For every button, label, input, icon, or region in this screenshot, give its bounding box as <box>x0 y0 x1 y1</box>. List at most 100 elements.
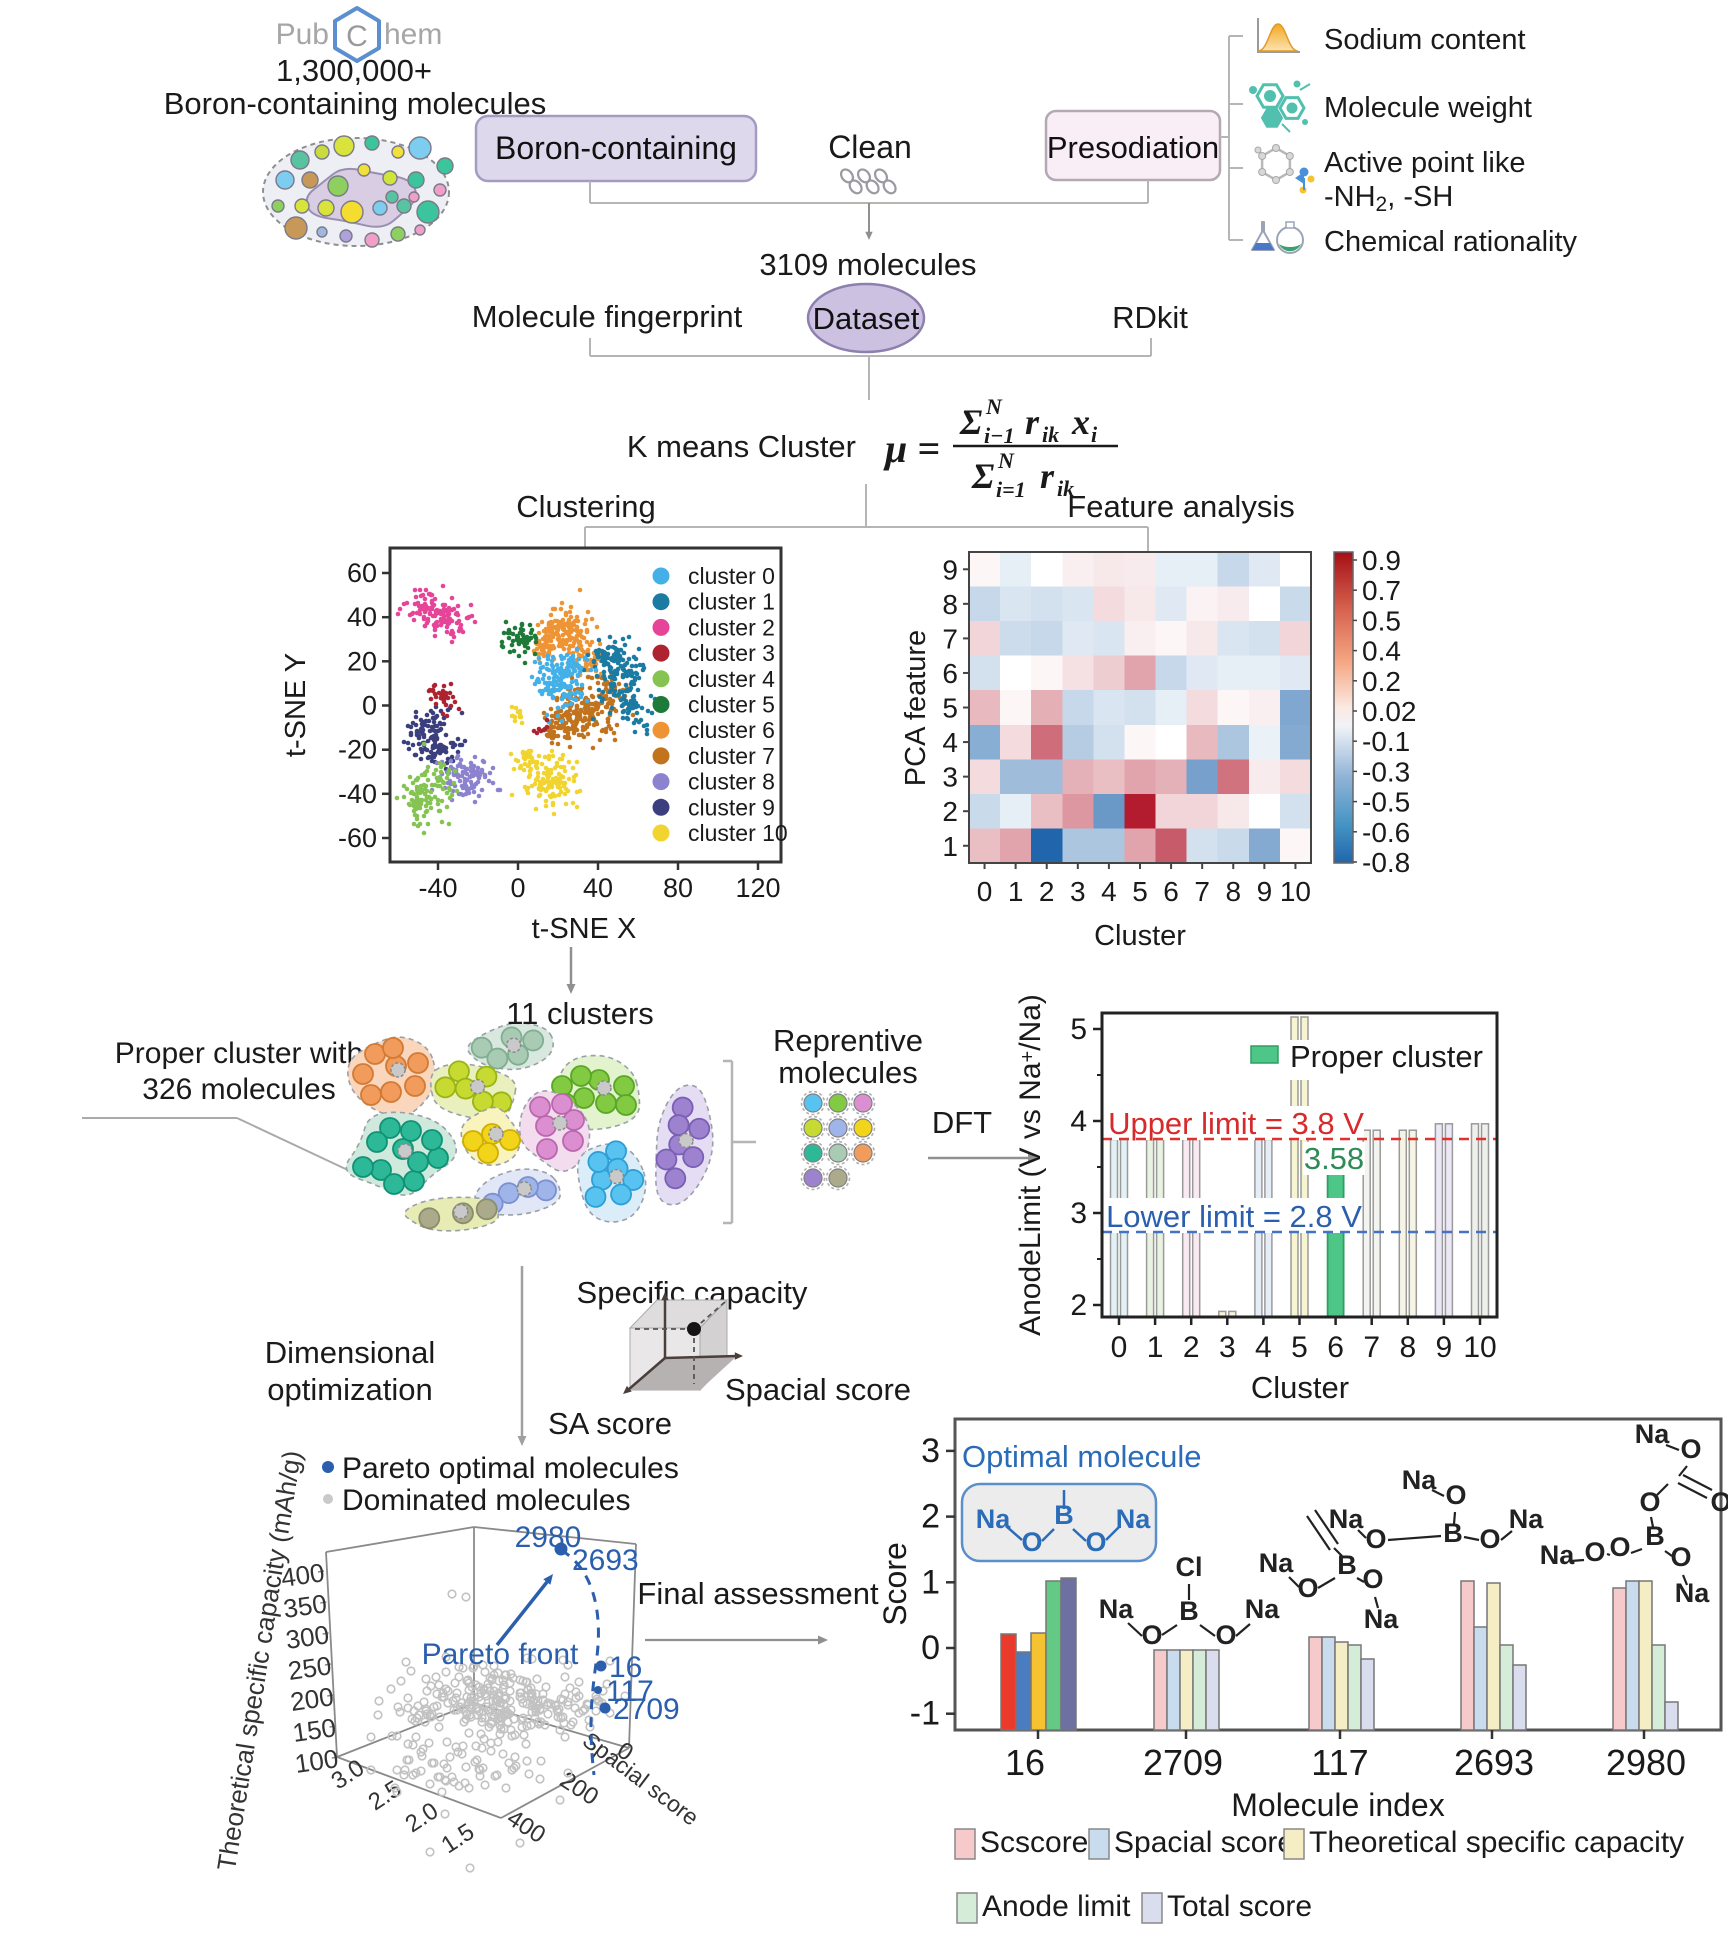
svg-text:O: O <box>1365 1524 1386 1554</box>
svg-text:Presodiation: Presodiation <box>1047 130 1219 165</box>
svg-text:0: 0 <box>977 876 993 907</box>
svg-text:8: 8 <box>1399 1331 1416 1364</box>
svg-text:Molecule weight: Molecule weight <box>1324 92 1532 124</box>
svg-text:0: 0 <box>362 691 377 721</box>
svg-text:Na: Na <box>1364 1604 1399 1634</box>
svg-text:Chemical rationality: Chemical rationality <box>1324 226 1578 258</box>
svg-text:O: O <box>1445 1480 1466 1510</box>
svg-text:0.5: 0.5 <box>1362 605 1401 636</box>
svg-text:150: 150 <box>291 1712 338 1748</box>
svg-text:μ =: μ = <box>883 426 940 471</box>
svg-text:350: 350 <box>281 1588 328 1624</box>
svg-text:6: 6 <box>942 658 958 689</box>
svg-text:8: 8 <box>1225 876 1241 907</box>
svg-text:Dimensional: Dimensional <box>265 1335 436 1370</box>
svg-text:O: O <box>1021 1527 1042 1557</box>
svg-text:-40: -40 <box>338 779 377 809</box>
svg-text:10: 10 <box>1280 876 1311 907</box>
svg-text:Scscore: Scscore <box>980 1826 1088 1859</box>
svg-text:Lower limit = 2.8 V: Lower limit = 2.8 V <box>1106 1199 1362 1234</box>
svg-text:5: 5 <box>1291 1331 1308 1364</box>
svg-text:3: 3 <box>1070 876 1086 907</box>
svg-text:0.2: 0.2 <box>1362 666 1401 697</box>
svg-text:2709: 2709 <box>613 1693 680 1726</box>
svg-text:O: O <box>1297 1573 1318 1603</box>
svg-text:cluster 4: cluster 4 <box>688 666 775 692</box>
svg-text:2693: 2693 <box>572 1544 639 1577</box>
svg-text:ik: ik <box>1057 476 1074 501</box>
svg-text:B: B <box>1337 1550 1357 1580</box>
svg-text:t-SNE Y: t-SNE Y <box>280 653 312 757</box>
svg-text:cluster 10: cluster 10 <box>688 820 788 846</box>
svg-text:Na: Na <box>1675 1578 1710 1608</box>
svg-text:4: 4 <box>1070 1105 1087 1138</box>
svg-text:2709: 2709 <box>1143 1742 1223 1783</box>
svg-text:AnodeLimit (V vs Na+/Na): AnodeLimit (V vs Na+/Na) <box>1014 994 1047 1336</box>
svg-text:cluster 3: cluster 3 <box>688 640 775 666</box>
svg-text:Anode limit: Anode limit <box>982 1890 1131 1923</box>
svg-text:r: r <box>1025 402 1040 442</box>
svg-text:1: 1 <box>942 831 958 862</box>
svg-text:Optimal molecule: Optimal molecule <box>962 1439 1201 1474</box>
svg-text:5: 5 <box>1132 876 1148 907</box>
svg-text:200: 200 <box>288 1681 335 1717</box>
svg-text:Spacial score: Spacial score <box>725 1372 911 1407</box>
svg-text:5: 5 <box>942 693 958 724</box>
svg-text:0.4: 0.4 <box>1362 636 1401 667</box>
svg-text:optimization: optimization <box>267 1372 432 1407</box>
svg-text:100: 100 <box>293 1743 340 1779</box>
svg-text:PCA feature: PCA feature <box>900 630 932 786</box>
svg-text:O: O <box>1085 1527 1106 1557</box>
svg-text:10: 10 <box>1463 1331 1496 1364</box>
svg-text:Upper limit = 3.8 V: Upper limit = 3.8 V <box>1108 1106 1364 1141</box>
svg-text:Reprentive: Reprentive <box>773 1023 923 1058</box>
svg-text:2: 2 <box>1183 1331 1200 1364</box>
svg-text:-40: -40 <box>418 873 457 903</box>
svg-text:Na: Na <box>976 1504 1011 1534</box>
svg-text:cluster 5: cluster 5 <box>688 692 775 718</box>
svg-text:2: 2 <box>921 1498 940 1536</box>
svg-text:Total score: Total score <box>1167 1890 1312 1923</box>
svg-text:Na: Na <box>1259 1548 1294 1578</box>
svg-text:Dataset: Dataset <box>813 301 920 336</box>
svg-text:SA score: SA score <box>548 1406 672 1441</box>
svg-text:7: 7 <box>1363 1331 1380 1364</box>
svg-text:B: B <box>1645 1521 1665 1551</box>
svg-text:8: 8 <box>942 589 958 620</box>
svg-text:3: 3 <box>1070 1197 1087 1230</box>
svg-text:40: 40 <box>583 873 613 903</box>
svg-text:1: 1 <box>921 1563 940 1601</box>
svg-text:O: O <box>1584 1537 1605 1567</box>
svg-text:O: O <box>1710 1487 1728 1517</box>
svg-text:Na: Na <box>1402 1465 1437 1495</box>
svg-text:Clean: Clean <box>828 129 912 165</box>
svg-text:2: 2 <box>1070 1289 1087 1322</box>
svg-text:O: O <box>1670 1542 1691 1572</box>
svg-text:molecules: molecules <box>778 1055 918 1090</box>
svg-text:11 clusters: 11 clusters <box>506 996 654 1031</box>
svg-text:C: C <box>346 20 368 53</box>
svg-text:Na: Na <box>1509 1504 1544 1534</box>
svg-text:9: 9 <box>1257 876 1273 907</box>
svg-text:250: 250 <box>286 1650 333 1686</box>
svg-text:K means Cluster: K means Cluster <box>627 429 856 464</box>
svg-text:60: 60 <box>347 558 377 588</box>
svg-text:7: 7 <box>942 623 958 654</box>
svg-text:x: x <box>1071 402 1090 442</box>
svg-text:Pareto front: Pareto front <box>422 1638 579 1671</box>
svg-text:Σ: Σ <box>971 456 994 496</box>
svg-text:B: B <box>1179 1596 1199 1626</box>
svg-text:O: O <box>1362 1564 1383 1594</box>
svg-text:-1: -1 <box>910 1695 940 1733</box>
svg-text:Spacial score: Spacial score <box>1114 1826 1294 1859</box>
svg-text:Feature analysis: Feature analysis <box>1067 489 1294 524</box>
svg-text:ik: ik <box>1042 422 1059 447</box>
svg-text:N: N <box>985 394 1003 419</box>
svg-text:-20: -20 <box>338 735 377 765</box>
svg-text:3: 3 <box>1219 1331 1236 1364</box>
svg-text:Proper cluster: Proper cluster <box>1290 1039 1483 1074</box>
svg-text:DFT: DFT <box>932 1105 992 1140</box>
svg-text:Cluster: Cluster <box>1251 1370 1349 1405</box>
svg-text:O: O <box>1609 1532 1630 1562</box>
svg-text:6: 6 <box>1327 1331 1344 1364</box>
